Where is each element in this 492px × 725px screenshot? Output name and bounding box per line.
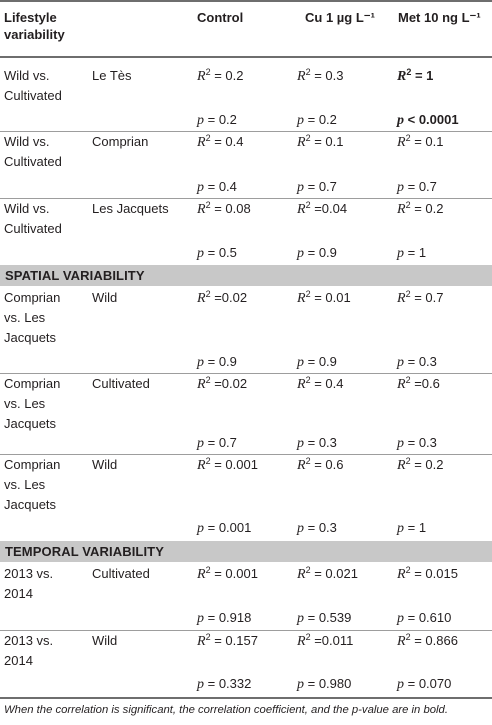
r2-value: R2 = 0.3 bbox=[297, 67, 344, 85]
row-divider bbox=[0, 131, 492, 132]
p-value: p = 0.3 bbox=[297, 435, 337, 451]
p-value: p < 0.0001 bbox=[397, 112, 459, 128]
p-value: p = 0.539 bbox=[297, 610, 352, 626]
header-bottom-rule bbox=[0, 56, 492, 58]
comparison-label: Wild vs. Cultivated bbox=[4, 134, 62, 169]
p-value: p = 0.7 bbox=[297, 179, 337, 195]
p-value: p = 0.332 bbox=[197, 676, 252, 692]
section-title: TEMPORAL VARIABILITY bbox=[5, 544, 164, 559]
section-band: TEMPORAL VARIABILITY bbox=[0, 541, 492, 562]
p-value: p = 0.4 bbox=[197, 179, 237, 195]
r2-value: R2 = 0.001 bbox=[197, 565, 258, 583]
header-cu: Cu 1 µg L⁻¹ bbox=[305, 10, 375, 25]
r2-value: R2 =0.011 bbox=[297, 632, 354, 650]
r2-value: R2 = 0.015 bbox=[397, 565, 458, 583]
row-divider bbox=[0, 454, 492, 455]
table-top-rule bbox=[0, 0, 492, 2]
site-label: Wild bbox=[92, 633, 118, 648]
p-value: p = 0.9 bbox=[197, 354, 237, 370]
r2-value: R2 = 0.4 bbox=[197, 133, 244, 151]
p-value: p = 0.9 bbox=[297, 354, 337, 370]
row-divider bbox=[0, 198, 492, 199]
site-label: Les Jacquets bbox=[92, 201, 169, 216]
p-value: p = 0.9 bbox=[297, 245, 337, 261]
site-label: Cultivated bbox=[92, 376, 150, 391]
r2-value: R2 = 0.08 bbox=[197, 200, 251, 218]
p-value: p = 0.980 bbox=[297, 676, 352, 692]
p-value: p = 0.070 bbox=[397, 676, 452, 692]
r2-value: R2 = 0.4 bbox=[297, 375, 344, 393]
r2-value: R2 = 0.2 bbox=[397, 200, 444, 218]
comparison-label: Comprian vs. Les Jacquets bbox=[4, 376, 61, 431]
r2-value: R2 = 0.6 bbox=[297, 456, 344, 474]
r2-value: R2 = 1 bbox=[397, 67, 434, 85]
p-value: p = 0.5 bbox=[197, 245, 237, 261]
r2-value: R2 =0.04 bbox=[297, 200, 348, 218]
header-lifestyle-variability: Lifestyle variability bbox=[4, 10, 65, 42]
r2-value: R2 = 0.2 bbox=[197, 67, 244, 85]
site-label: Wild bbox=[92, 290, 118, 305]
comparison-label: 2013 vs. 2014 bbox=[4, 633, 54, 668]
section-title: SPATIAL VARIABILITY bbox=[5, 268, 145, 283]
r2-value: R2 = 0.1 bbox=[297, 133, 344, 151]
table-footnote: When the correlation is significant, the… bbox=[4, 704, 448, 716]
r2-value: R2 = 0.01 bbox=[297, 289, 351, 307]
p-value: p = 0.001 bbox=[197, 520, 252, 536]
row-divider bbox=[0, 373, 492, 374]
p-value: p = 0.3 bbox=[397, 354, 437, 370]
comparison-label: Comprian vs. Les Jacquets bbox=[4, 457, 61, 512]
comparison-label: Wild vs. Cultivated bbox=[4, 68, 62, 103]
r2-value: R2 = 0.157 bbox=[197, 632, 258, 650]
r2-value: R2 = 0.001 bbox=[197, 456, 258, 474]
header-control: Control bbox=[197, 10, 244, 25]
p-value: p = 1 bbox=[397, 520, 427, 536]
p-value: p = 0.918 bbox=[197, 610, 252, 626]
p-value: p = 0.2 bbox=[297, 112, 337, 128]
r2-value: R2 = 0.1 bbox=[397, 133, 444, 151]
p-value: p = 0.2 bbox=[197, 112, 237, 128]
comparison-label: 2013 vs. 2014 bbox=[4, 566, 54, 601]
header-met: Met 10 ng L⁻¹ bbox=[398, 10, 481, 25]
comparison-label: Wild vs. Cultivated bbox=[4, 201, 62, 236]
r2-value: R2 =0.6 bbox=[397, 375, 440, 393]
site-label: Wild bbox=[92, 457, 118, 472]
site-label: Le Tès bbox=[92, 68, 132, 83]
r2-value: R2 = 0.021 bbox=[297, 565, 358, 583]
r2-value: R2 =0.02 bbox=[197, 375, 248, 393]
site-label: Cultivated bbox=[92, 566, 150, 581]
p-value: p = 0.610 bbox=[397, 610, 452, 626]
table-bottom-rule bbox=[0, 697, 492, 699]
r2-value: R2 = 0.7 bbox=[397, 289, 444, 307]
p-value: p = 0.7 bbox=[197, 435, 237, 451]
r2-value: R2 = 0.2 bbox=[397, 456, 444, 474]
section-band: SPATIAL VARIABILITY bbox=[0, 265, 492, 286]
p-value: p = 0.3 bbox=[397, 435, 437, 451]
p-value: p = 0.3 bbox=[297, 520, 337, 536]
p-value: p = 1 bbox=[397, 245, 427, 261]
row-divider bbox=[0, 630, 492, 631]
p-value: p = 0.7 bbox=[397, 179, 437, 195]
r2-value: R2 =0.02 bbox=[197, 289, 248, 307]
r2-value: R2 = 0.866 bbox=[397, 632, 458, 650]
site-label: Comprian bbox=[92, 134, 149, 149]
comparison-label: Comprian vs. Les Jacquets bbox=[4, 290, 61, 345]
